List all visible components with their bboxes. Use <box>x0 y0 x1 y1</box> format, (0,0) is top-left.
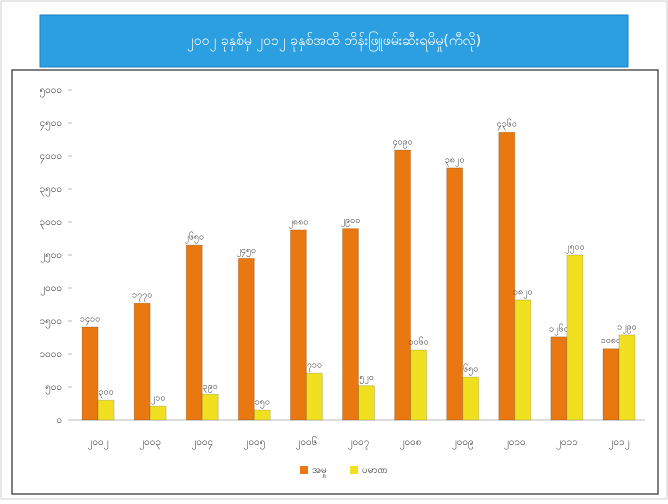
y-tick-label: ၅၀၀၀ <box>40 85 63 98</box>
value-label: ၂၆၅၀ <box>184 232 204 244</box>
x-tick-label: ၂၀၀၃ <box>139 437 161 450</box>
value-label: ၁၈၂၀ <box>513 287 533 298</box>
bar <box>618 334 636 421</box>
bar <box>149 405 167 421</box>
x-tick-label: ၂၀၀၈ <box>400 437 422 450</box>
value-label: ၇၁၀ <box>307 361 322 372</box>
value-label: ၁၂၆၀ <box>549 323 569 335</box>
bar <box>97 399 115 421</box>
bar <box>133 302 151 421</box>
x-tick-label: ၂၀၀၂ <box>88 437 109 450</box>
x-tick-label: ၂၀၀၆ <box>296 435 318 450</box>
y-tick-label: ၄၅၀၀ <box>40 118 63 131</box>
value-label: ၁၂၉၀ <box>617 322 637 333</box>
value-label: ၃၀၀ <box>98 388 113 399</box>
title-banner <box>39 14 629 68</box>
bar <box>342 228 359 421</box>
y-tick-label: ၁၅၀၀ <box>40 316 63 329</box>
bar <box>253 409 271 421</box>
y-tick-label: ၄၀၀၀ <box>40 151 63 164</box>
bar <box>237 257 255 421</box>
x-tick-label: ၂၀၁၁ <box>556 437 578 450</box>
bar <box>185 244 203 421</box>
value-label: ၂၈၈၀ <box>289 217 309 228</box>
value-label: ၂၁၀ <box>151 394 166 405</box>
bar <box>498 131 516 421</box>
bar <box>201 393 219 421</box>
chart-title: ၂၀၀၂ ခုနှစ်မှ ၂၀၁၂ ခုနှစ်အထိ ဘိန်းဖြူဖမ်… <box>187 32 481 51</box>
bar <box>394 149 412 421</box>
y-tick-label: ၃၀၀၀ <box>40 217 63 230</box>
y-tick-label: ၅၀၀ <box>45 382 62 395</box>
value-label: ၁၀၈၀ <box>601 336 621 346</box>
x-tick-label: ၂၀၁၀ <box>504 437 526 450</box>
x-tick-label: ၂၀၀၉ <box>452 437 474 450</box>
value-label: ၂၄၅၀ <box>237 246 257 257</box>
value-label: ၂၉၀၀ <box>341 216 361 227</box>
value-label: ၆၅၀ <box>463 364 478 376</box>
value-label: ၂၅၀၀ <box>565 243 585 254</box>
bar <box>358 385 375 421</box>
value-label: ၁၀၆၀ <box>408 337 428 348</box>
y-tick-label: ၂၀၀၀ <box>40 283 62 296</box>
value-label: ၄၀၉၀ <box>392 138 412 149</box>
bar <box>566 254 584 421</box>
bar <box>514 299 532 421</box>
x-tick-label: ၂၀၁၂ <box>608 437 629 450</box>
value-label: ၃၉၀ <box>203 382 218 393</box>
value-label: ၁၇၇၀ <box>132 291 152 302</box>
bar <box>446 167 464 421</box>
bar <box>462 376 480 421</box>
legend-swatch <box>300 466 308 474</box>
bar <box>81 326 99 421</box>
bar <box>289 229 307 421</box>
legend-label: ပမာဏ <box>362 465 388 476</box>
value-label: ၁၅၀ <box>255 398 270 409</box>
value-label: ၅၂၀ <box>359 373 374 384</box>
value-label: ၃၈၂၀ <box>445 155 465 166</box>
bar <box>410 349 428 421</box>
value-label: ၄၃၆၀ <box>497 119 517 131</box>
legend-label: အမှု <box>312 465 327 478</box>
y-tick-label: ၁၀၀၀ <box>40 349 63 360</box>
bar <box>602 348 620 421</box>
y-tick-label: ၃၅၀၀ <box>40 184 63 197</box>
y-tick-label: ၀ <box>56 415 62 426</box>
chart-frame <box>11 69 659 495</box>
x-tick-label: ၂၀၀၅ <box>243 437 265 450</box>
bar <box>550 336 568 421</box>
value-label: ၁၄၁၀ <box>80 314 100 325</box>
x-tick-label: ၂၀၀၄ <box>191 437 213 450</box>
x-tick-label: ၂၀၀၇ <box>348 437 370 450</box>
bar <box>305 372 323 421</box>
y-tick-label: ၂၅၀၀ <box>40 250 62 263</box>
legend-swatch <box>350 466 358 474</box>
